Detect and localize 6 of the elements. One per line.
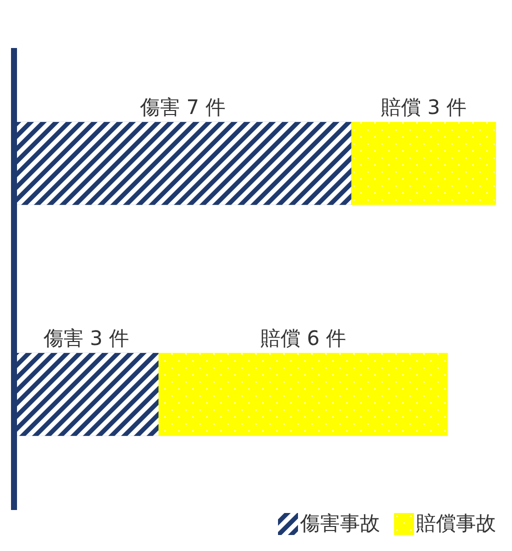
data-label: 傷害 3 件 [42, 326, 130, 350]
data-label: 賠償 6 件 [260, 326, 346, 350]
legend-label: 賠償事故 [416, 510, 496, 537]
data-label: 賠償 3 件 [380, 94, 466, 119]
data-label: 傷害 7 件 [138, 94, 226, 119]
legend-label: 傷害事故 [300, 510, 380, 537]
